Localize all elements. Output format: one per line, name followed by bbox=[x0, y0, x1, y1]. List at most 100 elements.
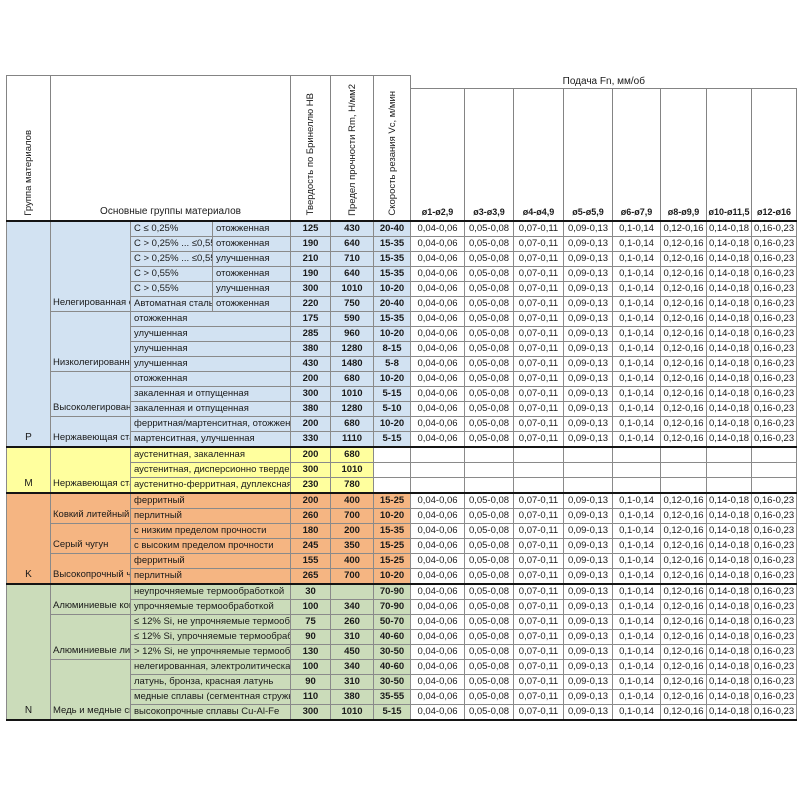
feed-cell: 0,09-0,13 bbox=[563, 522, 614, 539]
feed-cell: 0,05-0,08 bbox=[464, 325, 515, 342]
feed-cell: 0,14-0,18 bbox=[706, 628, 753, 645]
feed-cell: 0,09-0,13 bbox=[563, 250, 614, 267]
material-cell: отожженная bbox=[129, 310, 292, 327]
feed-cell: 0,07-0,11 bbox=[513, 370, 565, 387]
material-cell: отожженная bbox=[129, 370, 292, 387]
feed-cell: 0,09-0,13 bbox=[563, 703, 614, 721]
feed-cell: 0,12-0,16 bbox=[660, 491, 708, 509]
feed-cell: 0,07-0,11 bbox=[513, 582, 565, 600]
feed-cell: 0,14-0,18 bbox=[706, 643, 753, 660]
vc-cell: 10-20 bbox=[373, 370, 412, 387]
table-row: C > 0,55% отожженная 190 640 15-35 0,04-0,06 0… bbox=[7, 265, 798, 282]
material-cell: перлитный bbox=[129, 507, 292, 524]
feed-cell: 0,09-0,13 bbox=[563, 537, 614, 554]
table-row: с высоким пределом прочности 245 350 15-25 0… bbox=[7, 537, 798, 554]
hb-cell: 175 bbox=[290, 310, 332, 327]
vc-cell: 10-20 bbox=[373, 567, 412, 584]
material-cell: ферритный bbox=[129, 491, 292, 509]
material-cell: латунь, бронза, красная латунь bbox=[129, 673, 292, 690]
material-cell: мартенситная, улучшенная bbox=[129, 430, 292, 447]
feed-cell: 0,09-0,13 bbox=[563, 552, 614, 569]
feed-cell: 0,04-0,06 bbox=[410, 598, 466, 615]
feed-cell bbox=[612, 476, 662, 493]
hb-cell: 300 bbox=[290, 280, 332, 297]
table-row: медные сплавы (сегментная стружка) 110 380… bbox=[7, 688, 798, 705]
feed-cell: 0,04-0,06 bbox=[410, 673, 466, 690]
feed-cell: 0,16-0,23 bbox=[751, 491, 798, 509]
feed-cell bbox=[513, 461, 565, 478]
feed-cell bbox=[464, 445, 515, 463]
table-row: Медь и медные сплавынелегированная, элек… bbox=[7, 658, 798, 721]
feed-cell: 0,12-0,16 bbox=[660, 673, 708, 690]
rm-cell: 960 bbox=[330, 325, 375, 342]
table-row: закаленная и отпущенная 380 1280 5-10 0,04-0… bbox=[7, 400, 798, 417]
feed-cell: 0,04-0,06 bbox=[410, 250, 466, 267]
feed-cell: 0,16-0,23 bbox=[751, 658, 798, 675]
material-cell: аустенитно-ферритная, дуплексная bbox=[129, 476, 292, 493]
material-cell: улучшенная bbox=[129, 355, 292, 372]
material-cell: C ≤ 0,25% bbox=[130, 219, 213, 237]
vc-cell: 15-35 bbox=[373, 310, 412, 327]
rm-cell: 1280 bbox=[330, 340, 375, 357]
feed-cell: 0,1-0,14 bbox=[612, 567, 662, 584]
feed-cell: 0,04-0,06 bbox=[410, 280, 466, 297]
feed-cell: 0,1-0,14 bbox=[612, 370, 662, 387]
feed-cell: 0,05-0,08 bbox=[464, 430, 515, 447]
hb-cell: 75 bbox=[290, 613, 332, 630]
subgroup-cell: Нержавеющая сталь bbox=[50, 415, 131, 447]
feed-cell: 0,05-0,08 bbox=[464, 658, 515, 675]
feed-cell: 0,09-0,13 bbox=[563, 628, 614, 645]
feed-cell: 0,09-0,13 bbox=[563, 430, 614, 447]
feed-cell: 0,05-0,08 bbox=[464, 552, 515, 569]
feed-cell bbox=[464, 461, 515, 478]
feed-cell: 0,04-0,06 bbox=[410, 507, 466, 524]
feed-cell: 0,14-0,18 bbox=[706, 325, 753, 342]
group-letter-cell: K bbox=[6, 491, 51, 584]
diameter-col-header: ø4-ø4,9 bbox=[513, 88, 565, 221]
subgroup-cell: Низколегированная сталь bbox=[50, 310, 131, 372]
feed-cell bbox=[410, 476, 466, 493]
vc-cell: 15-25 bbox=[373, 491, 412, 509]
feed-cell: 0,07-0,11 bbox=[513, 522, 565, 539]
table-row: Серый чугун с низким пределом прочности 18… bbox=[7, 522, 798, 554]
material-cell: C > 0,55% bbox=[130, 265, 213, 282]
feed-cell bbox=[751, 476, 798, 493]
table-row: аустенитно-ферритная, дуплексная 230 780 bbox=[7, 476, 798, 493]
feed-cell bbox=[513, 445, 565, 463]
rm-cell: 680 bbox=[330, 370, 375, 387]
hb-cell: 220 bbox=[290, 295, 332, 312]
feed-cell: 0,16-0,23 bbox=[751, 219, 798, 237]
feed-cell: 0,16-0,23 bbox=[751, 325, 798, 342]
material-cell: ферритный bbox=[129, 552, 292, 569]
col-header-cutting-speed: Скорость резания Vc, м/мин bbox=[373, 75, 412, 221]
group-letter-cell: M bbox=[6, 445, 51, 493]
table-row: Низколегированная стальотожженная1755901… bbox=[7, 310, 798, 372]
feed-cell: 0,04-0,06 bbox=[410, 537, 466, 554]
material-cell: C > 0,25% ... ≤0,55% bbox=[130, 235, 213, 252]
group-letter-cell: N bbox=[6, 582, 51, 721]
feed-cell: 0,14-0,18 bbox=[706, 430, 753, 447]
table-row: мартенситная, улучшенная 330 1110 5-15 0,04-… bbox=[7, 430, 798, 447]
subgroup-cell: Нелегированная сталь bbox=[50, 219, 131, 312]
material-cell: ≤ 12% Si, не упрочняемые термообработкой bbox=[129, 613, 292, 630]
feed-cell: 0,16-0,23 bbox=[751, 598, 798, 615]
rm-cell: 1280 bbox=[330, 400, 375, 417]
material-cell: аустенитная, дисперсионно твердеющая bbox=[129, 461, 292, 478]
vc-cell: 40-60 bbox=[373, 658, 412, 675]
feed-cell: 0,04-0,06 bbox=[410, 370, 466, 387]
feed-cell bbox=[660, 476, 708, 493]
feed-cell: 0,1-0,14 bbox=[612, 310, 662, 327]
feed-cell bbox=[660, 445, 708, 463]
feed-cell: 0,16-0,23 bbox=[751, 310, 798, 327]
feed-cell: 0,16-0,23 bbox=[751, 250, 798, 267]
feed-cell: 0,09-0,13 bbox=[563, 219, 614, 237]
hb-cell: 190 bbox=[290, 235, 332, 252]
feed-cell: 0,09-0,13 bbox=[563, 340, 614, 357]
feed-cell: 0,05-0,08 bbox=[464, 280, 515, 297]
feed-cell: 0,09-0,13 bbox=[563, 643, 614, 660]
hb-cell: 180 bbox=[290, 522, 332, 539]
vc-cell: 35-55 bbox=[373, 688, 412, 705]
feed-cell: 0,14-0,18 bbox=[706, 355, 753, 372]
feed-cell: 0,1-0,14 bbox=[612, 643, 662, 660]
